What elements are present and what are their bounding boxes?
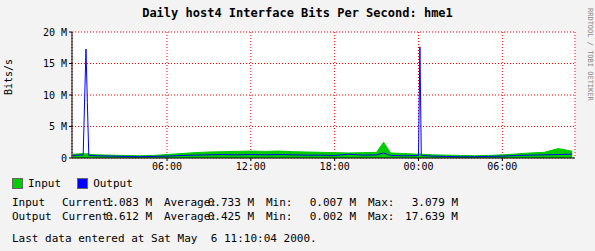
svg-text:20 M: 20 M (43, 27, 67, 38)
html-text:Output: Output (12, 210, 52, 223)
html-text:3.079 M: 3.079 M (411, 196, 458, 209)
html-text:RRDTOOL / TOBI OETIKER: RRDTOOL / TOBI OETIKER (586, 8, 594, 101)
svg-text:10 M: 10 M (43, 90, 67, 101)
svg-text:18:00: 18:00 (320, 161, 350, 172)
html-text:0.733 M: 0.733 M (207, 196, 254, 209)
svg-text:0: 0 (61, 153, 67, 164)
html-text:0.612 M: 0.612 M (105, 210, 152, 223)
html-text:Current:: Current: (62, 210, 115, 223)
html-text:Input: Input (28, 177, 62, 190)
html-text:Average:: Average: (164, 210, 217, 223)
html-text:Max:: Max: (368, 210, 395, 223)
svg-text:5 M: 5 M (49, 121, 67, 132)
html-text:1.083 M: 1.083 M (105, 196, 152, 209)
html-text:Min:: Min: (266, 210, 293, 223)
html-text:Last data entered at Sat May 6: Last data entered at Sat May 6 11:10:04 … (12, 232, 317, 245)
html-text:Min:: Min: (266, 196, 293, 209)
html-text:Output: Output (93, 177, 133, 190)
svg-text:15 M: 15 M (43, 58, 67, 69)
svg-text:06:00: 06:00 (487, 161, 517, 172)
svg-text:Bits/s: Bits/s (8, 59, 14, 95)
html-text:17.639 M: 17.639 M (405, 210, 458, 223)
html-text:0.007 M: 0.007 M (309, 196, 356, 209)
svg-text:00:00: 00:00 (403, 161, 433, 172)
svg-text:12:00: 12:00 (236, 161, 266, 172)
html-text:0.002 M: 0.002 M (309, 210, 356, 223)
html-text:Current:: Current: (62, 196, 115, 209)
html-text:Daily host4 Interface Bits Per: Daily host4 Interface Bits Per Second: h… (142, 6, 453, 20)
html-text:Max:: Max: (368, 196, 395, 209)
html-text:Average:: Average: (164, 196, 217, 209)
html-text:Input: Input (12, 196, 46, 209)
svg-text:06:00: 06:00 (152, 161, 182, 172)
html-text:0.425 M: 0.425 M (207, 210, 254, 223)
